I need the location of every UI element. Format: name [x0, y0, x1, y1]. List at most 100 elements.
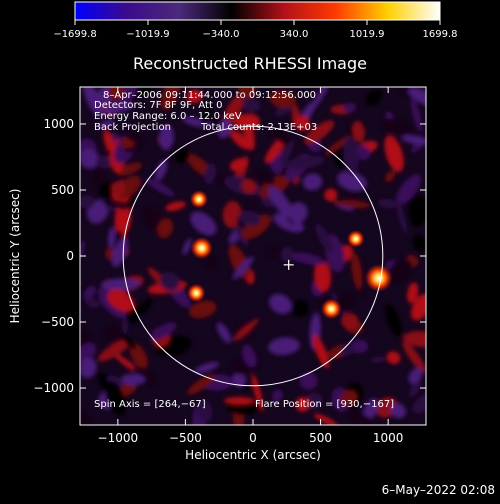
texture-blob [402, 331, 426, 348]
texture-blob [304, 120, 335, 145]
texture-blob [299, 371, 318, 390]
solar-limb-circle [122, 125, 384, 387]
texture-blob [324, 135, 351, 156]
texture-blob [343, 136, 359, 176]
texture-blob [285, 155, 325, 170]
texture-blob [241, 214, 272, 240]
image-sources [186, 190, 393, 320]
texture-blob [244, 121, 255, 151]
image-area [80, 87, 426, 425]
texture-blob [232, 318, 260, 342]
texture-blob [314, 260, 332, 293]
flare-position-text: Flare Position = [930,−167] [255, 399, 394, 410]
texture-blob [196, 399, 213, 422]
annotation-block: 8–Apr–2006 09:11:44.000 to 09:12:56.000 … [94, 90, 317, 133]
spin-axis-marker [283, 259, 294, 270]
y-tick-label: −1000 [33, 381, 74, 395]
texture-blob [120, 373, 146, 386]
spin-axis-text: Spin Axis = [264,−67] [94, 399, 206, 410]
x-tick-label: 1000 [373, 431, 404, 445]
colorbar-frame [74, 1, 441, 21]
emission-source [190, 236, 213, 260]
texture-blob [289, 252, 326, 265]
texture-blob [409, 380, 421, 398]
texture-blob [340, 390, 358, 406]
texture-blob [337, 292, 356, 311]
texture-blob [80, 195, 95, 209]
texture-blob [352, 120, 365, 143]
texture-blob [386, 351, 401, 365]
texture-blob [412, 234, 426, 252]
annotation-detectors: Detectors: 7F 8F 9F, Att 0 [94, 100, 222, 111]
texture-blob [120, 332, 137, 350]
texture-blob [343, 103, 357, 113]
y-tick-label: 1000 [43, 117, 74, 131]
texture-blob [182, 238, 192, 256]
texture-blob [232, 372, 246, 388]
texture-blob [280, 139, 295, 165]
texture-blob [269, 128, 293, 146]
texture-blob [223, 397, 255, 405]
texture-blob [229, 158, 248, 172]
texture-blob [158, 124, 175, 150]
texture-blob [160, 87, 181, 111]
y-axis-label: Heliocentric Y (arcsec) [8, 189, 22, 324]
texture-blob [80, 342, 97, 363]
texture-blob [80, 149, 99, 169]
texture-blob [268, 186, 293, 217]
texture-blob [410, 97, 423, 133]
texture-blob [312, 334, 330, 369]
texture-blob [232, 256, 254, 280]
colorbar-tick-label: 1699.8 [423, 29, 458, 40]
texture-blob [149, 322, 177, 341]
texture-blob [363, 398, 379, 421]
texture-blob [295, 397, 310, 412]
texture-blob [104, 324, 124, 345]
texture-blob [337, 171, 367, 192]
texture-blob [241, 178, 257, 194]
texture-blob [241, 98, 261, 112]
texture-blob [315, 223, 334, 253]
texture-blob [133, 366, 157, 386]
x-axis-label: Heliocentric X (arcsec) [185, 448, 321, 462]
footer-date: 6–May–2022 02:08 [382, 483, 495, 497]
x-axis: −1000 −500 0 500 1000 [98, 87, 404, 445]
texture-blob [242, 344, 257, 368]
y-axis: −1000 −500 0 500 1000 [33, 117, 426, 395]
colorbar-tick-label: −1699.8 [53, 29, 96, 40]
texture-blob [271, 389, 283, 402]
texture-blob [385, 170, 396, 183]
texture-blob [108, 226, 116, 250]
texture-blob [144, 177, 175, 197]
texture-blob [333, 200, 372, 208]
texture-blob [104, 381, 126, 416]
texture-blob [111, 181, 126, 196]
texture-blob [186, 89, 203, 104]
chart-title: Reconstructed RHESSI Image [133, 54, 367, 73]
texture-blob [324, 188, 338, 202]
y-tick-label: 500 [51, 183, 74, 197]
y-tick-label: 0 [66, 249, 74, 263]
texture-blob [354, 145, 371, 160]
texture-blob [97, 339, 131, 362]
texture-blob [268, 337, 300, 356]
texture-blob [129, 343, 148, 369]
texture-blob [288, 202, 308, 223]
texture-blob [159, 271, 180, 292]
texture-blob [83, 285, 96, 300]
texture-blob [381, 118, 413, 135]
x-tick-label: −1000 [98, 431, 139, 445]
texture-blob [265, 247, 283, 256]
texture-blob [258, 175, 290, 199]
texture-blob [311, 87, 331, 111]
texture-blob [409, 195, 426, 228]
texture-blob [302, 173, 323, 191]
texture-blob [96, 155, 113, 169]
y-tick-label: −500 [41, 315, 74, 329]
texture-blob [188, 300, 217, 319]
texture-blob [117, 162, 142, 176]
emission-source [186, 283, 206, 303]
texture-blob [251, 169, 275, 185]
